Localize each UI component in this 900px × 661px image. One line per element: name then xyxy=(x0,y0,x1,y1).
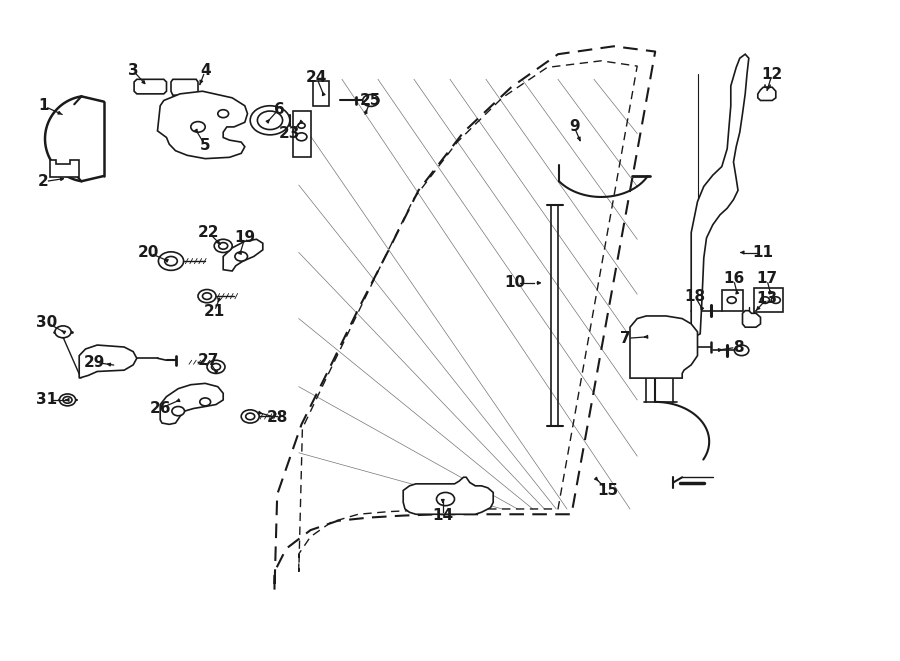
Polygon shape xyxy=(134,79,166,94)
Text: 29: 29 xyxy=(84,355,105,369)
Text: 3: 3 xyxy=(128,63,139,78)
Circle shape xyxy=(63,397,72,403)
Polygon shape xyxy=(403,477,493,514)
Polygon shape xyxy=(742,311,760,327)
Circle shape xyxy=(363,95,379,106)
Text: 31: 31 xyxy=(36,393,58,407)
Text: 7: 7 xyxy=(620,331,631,346)
Text: 28: 28 xyxy=(266,410,288,425)
FancyBboxPatch shape xyxy=(292,111,310,157)
Text: 30: 30 xyxy=(36,315,58,330)
Polygon shape xyxy=(160,383,223,424)
Text: 11: 11 xyxy=(752,245,774,260)
Circle shape xyxy=(200,398,211,406)
Text: 16: 16 xyxy=(723,272,744,286)
Circle shape xyxy=(202,293,211,299)
Text: 10: 10 xyxy=(504,276,526,290)
Text: 23: 23 xyxy=(279,126,301,141)
Circle shape xyxy=(219,243,228,249)
Text: 25: 25 xyxy=(360,93,382,108)
Polygon shape xyxy=(758,87,776,100)
Text: 15: 15 xyxy=(597,483,618,498)
Circle shape xyxy=(241,410,259,423)
Text: 12: 12 xyxy=(761,67,783,81)
Circle shape xyxy=(298,123,305,128)
Text: 27: 27 xyxy=(198,353,220,368)
Circle shape xyxy=(760,297,770,303)
Text: 6: 6 xyxy=(274,102,284,116)
Text: 22: 22 xyxy=(198,225,220,240)
Circle shape xyxy=(214,239,232,253)
Polygon shape xyxy=(50,160,79,177)
Text: 26: 26 xyxy=(149,401,171,416)
Text: 17: 17 xyxy=(756,272,778,286)
Text: 4: 4 xyxy=(200,63,211,78)
Circle shape xyxy=(235,252,248,261)
Polygon shape xyxy=(754,288,783,312)
Polygon shape xyxy=(630,316,698,378)
Circle shape xyxy=(436,492,454,506)
Circle shape xyxy=(212,364,220,370)
Circle shape xyxy=(771,297,780,303)
Text: 21: 21 xyxy=(203,305,225,319)
Text: 5: 5 xyxy=(200,138,211,153)
Polygon shape xyxy=(171,79,198,95)
Text: 1: 1 xyxy=(38,98,49,113)
Circle shape xyxy=(198,290,216,303)
Circle shape xyxy=(55,326,71,338)
Circle shape xyxy=(172,407,184,416)
Text: 20: 20 xyxy=(138,245,159,260)
Circle shape xyxy=(296,133,307,141)
Circle shape xyxy=(165,256,177,266)
Circle shape xyxy=(734,345,749,356)
Circle shape xyxy=(191,122,205,132)
Text: 18: 18 xyxy=(684,289,706,303)
Circle shape xyxy=(207,360,225,373)
Circle shape xyxy=(158,252,184,270)
Text: 9: 9 xyxy=(569,120,580,134)
Circle shape xyxy=(59,394,76,406)
Text: 2: 2 xyxy=(38,175,49,189)
Polygon shape xyxy=(722,290,742,311)
Text: 24: 24 xyxy=(306,71,328,85)
FancyBboxPatch shape xyxy=(313,81,329,106)
Polygon shape xyxy=(223,239,263,271)
Text: 19: 19 xyxy=(234,231,256,245)
Text: 14: 14 xyxy=(432,508,454,523)
Circle shape xyxy=(250,106,290,135)
Circle shape xyxy=(246,413,255,420)
Polygon shape xyxy=(158,91,248,159)
Polygon shape xyxy=(691,54,749,338)
Circle shape xyxy=(257,111,283,130)
Circle shape xyxy=(727,297,736,303)
Text: 13: 13 xyxy=(756,292,778,306)
Circle shape xyxy=(218,110,229,118)
Text: 8: 8 xyxy=(733,340,743,354)
Polygon shape xyxy=(79,345,137,378)
